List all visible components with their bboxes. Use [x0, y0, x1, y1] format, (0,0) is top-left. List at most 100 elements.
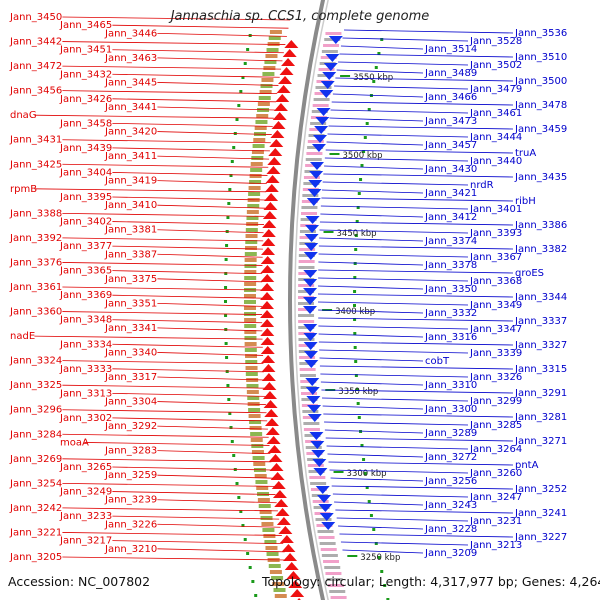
feature-block [249, 420, 262, 424]
minor-tick [225, 244, 229, 247]
right-gene-label: Jann_3209 [424, 548, 477, 559]
minor-tick [224, 286, 228, 289]
left-label-leader [157, 425, 268, 430]
minor-tick [237, 104, 241, 107]
feature-block [244, 294, 257, 298]
forward-gene-arrow [264, 418, 279, 426]
left-label-leader [62, 384, 265, 389]
right-label-leader [324, 157, 469, 162]
right-label-leader [340, 45, 424, 50]
left-gene-label: Jann_3360 [9, 307, 62, 318]
right-label-leader [342, 549, 424, 554]
left-label-leader [157, 57, 283, 62]
right-gene-label: Jann_3339 [469, 348, 522, 359]
left-label-leader [34, 188, 267, 193]
forward-gene-arrow [260, 337, 275, 345]
right-gene-label: Jann_3473 [424, 116, 477, 127]
right-label-leader [320, 213, 424, 218]
left-label-leader [157, 450, 271, 455]
feature-block [258, 96, 271, 100]
minor-tick [246, 552, 250, 555]
right-gene-label: Jann_3440 [469, 156, 522, 167]
feature-block [245, 246, 258, 250]
left-label-leader [157, 155, 270, 160]
left-label-leader [62, 286, 263, 291]
left-label-leader [157, 474, 274, 479]
feature-block [313, 98, 330, 101]
minor-tick [227, 398, 231, 401]
reverse-gene-arrow [303, 324, 318, 332]
feature-block [312, 500, 329, 503]
feature-block [248, 408, 261, 412]
feature-block [250, 162, 263, 166]
left-gene-label: Jann_3442 [9, 37, 62, 48]
feature-block [247, 204, 260, 208]
forward-gene-arrow [268, 454, 283, 462]
reverse-gene-arrow [311, 450, 326, 458]
feature-block [245, 372, 258, 376]
minor-tick [243, 62, 247, 65]
feature-block [244, 330, 257, 334]
reverse-gene-arrow [317, 495, 332, 503]
forward-gene-arrow [279, 67, 294, 75]
left-gene-label: Jann_3292 [104, 421, 157, 432]
reverse-gene-arrow [318, 504, 333, 512]
feature-block [244, 336, 257, 340]
feature-block [255, 120, 268, 124]
right-gene-label: Jann_3256 [424, 476, 477, 487]
left-gene-label: Jann_3269 [9, 454, 62, 465]
right-label-leader [317, 293, 514, 298]
right-label-leader [318, 245, 514, 250]
right-label-leader [318, 261, 424, 266]
minor-tick [380, 570, 384, 573]
right-label-leader [318, 253, 469, 258]
feature-block [245, 240, 258, 244]
feature-block [268, 36, 281, 40]
left-label-leader [157, 180, 267, 185]
left-gene-label: Jann_3324 [9, 356, 62, 367]
right-label-leader [321, 389, 514, 394]
feature-block [315, 518, 332, 521]
left-label-leader [62, 311, 263, 315]
left-gene-label: Jann_3432 [59, 69, 112, 80]
minor-tick [367, 500, 371, 503]
left-label-leader [157, 32, 287, 37]
reverse-gene-arrow [310, 162, 325, 170]
feature-block [249, 426, 262, 430]
minor-tick [230, 440, 234, 443]
feature-block [325, 572, 342, 575]
left-gene-label: Jann_3456 [9, 86, 62, 97]
right-label-leader [319, 357, 424, 362]
feature-block [320, 548, 337, 551]
right-label-leader [336, 517, 469, 522]
forward-gene-arrow [263, 400, 278, 408]
right-label-leader [318, 269, 514, 274]
right-gene-label: Jann_3228 [424, 524, 477, 535]
feature-block [244, 300, 256, 304]
right-gene-label: Jann_3421 [424, 188, 477, 199]
forward-gene-arrow [264, 193, 279, 201]
left-label-leader [112, 343, 263, 348]
forward-gene-arrow [261, 373, 276, 381]
right-gene-label: Jann_3213 [469, 540, 522, 551]
feature-block [247, 396, 260, 400]
feature-block [327, 584, 344, 587]
left-gene-label: Jann_3205 [9, 552, 62, 563]
left-gene-label: Jann_3463 [104, 53, 157, 64]
feature-block [245, 354, 258, 358]
forward-gene-arrow [260, 310, 275, 318]
forward-gene-arrow [260, 256, 275, 264]
forward-gene-arrow [279, 535, 294, 543]
left-gene-label: Jann_3410 [104, 200, 157, 211]
left-gene-label: Jann_3249 [59, 487, 112, 498]
right-label-leader [330, 477, 424, 482]
minor-tick [232, 454, 236, 457]
right-gene-label: Jann_3272 [424, 452, 477, 463]
feature-block [301, 200, 318, 203]
minor-tick [224, 258, 228, 261]
left-gene-label: Jann_3446 [104, 28, 157, 39]
minor-tick [357, 192, 361, 195]
left-label-leader [112, 24, 289, 29]
right-label-leader [334, 501, 424, 506]
forward-gene-arrow [276, 517, 291, 525]
